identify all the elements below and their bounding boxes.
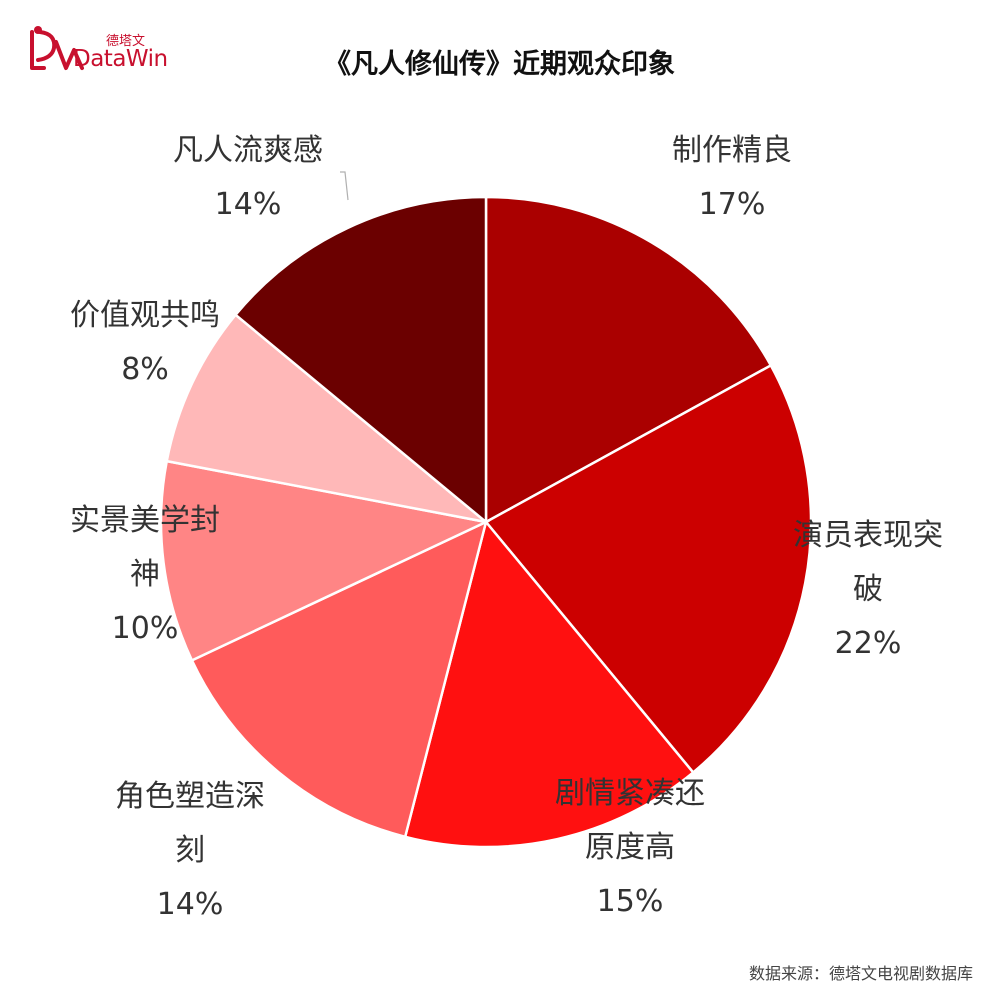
slice-name-label: 凡人流爽感 bbox=[173, 133, 323, 168]
pie-slice bbox=[165, 313, 487, 524]
slice-name-label: 刻 bbox=[175, 833, 205, 868]
slice-name-label: 实景美学封 bbox=[70, 503, 220, 538]
slice-name-label: 神 bbox=[130, 557, 160, 592]
slice-label: 价值观共鸣 8% bbox=[70, 298, 220, 387]
slice-label: 凡人流爽感 14% bbox=[173, 133, 323, 222]
datawin-logo-icon bbox=[30, 26, 84, 70]
logo-cn-text: 德塔文 bbox=[106, 34, 146, 49]
pie-slice bbox=[233, 195, 488, 525]
pie-slice bbox=[484, 363, 813, 775]
leader-line bbox=[340, 171, 349, 201]
slice-value-label: 8% bbox=[121, 352, 169, 387]
slice-label: 制作精良 17% bbox=[672, 133, 792, 222]
slice-name-label: 破 bbox=[853, 572, 883, 607]
slice-name-label: 演员表现突 bbox=[793, 518, 943, 553]
pie-slice bbox=[484, 195, 773, 525]
slice-value-label: 14% bbox=[157, 887, 224, 922]
slice-name-label: 原度高 bbox=[585, 830, 675, 865]
slice-value-label: 10% bbox=[112, 611, 179, 646]
slice-name-label: 角色塑造深 bbox=[115, 779, 265, 814]
slice-value-label: 22% bbox=[835, 626, 902, 661]
slice-name-label: 剧情紧凑还 bbox=[555, 776, 705, 811]
pie-slice bbox=[403, 519, 695, 849]
slice-value-label: 14% bbox=[215, 187, 282, 222]
logo-en-text: DataWin bbox=[73, 46, 168, 72]
source-note: 数据来源：德塔文电视剧数据库 bbox=[748, 964, 973, 983]
pie-slice bbox=[159, 459, 491, 663]
chart-title: 《凡人修仙传》近期观众印象 bbox=[324, 49, 675, 80]
slice-name-label: 制作精良 bbox=[672, 133, 792, 168]
pie-slice bbox=[190, 519, 488, 839]
slice-name-label: 价值观共鸣 bbox=[70, 298, 220, 333]
slice-value-label: 17% bbox=[699, 187, 766, 222]
slice-value-label: 15% bbox=[597, 884, 664, 919]
